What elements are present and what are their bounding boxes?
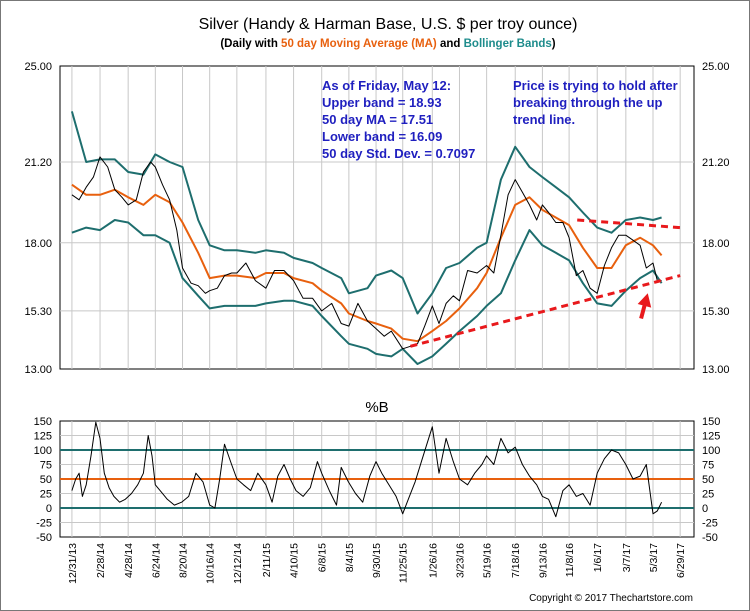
note-line-3: trend line. [513, 112, 575, 127]
percent-b-y-tick-right: 50 [702, 474, 714, 486]
chart-subtitle: (Daily with 50 day Moving Average (MA) a… [220, 38, 555, 50]
percent-b-y-tick-left: 25 [40, 489, 52, 501]
percent-b-y-tick-right: -50 [702, 532, 718, 544]
stats-line-2: Upper band = 18.93 [322, 95, 442, 110]
percent-b-y-tick-left: 75 [40, 460, 52, 472]
percent-b-y-tick-left: -25 [36, 518, 52, 530]
x-tick-label: 8/20/14 [178, 543, 190, 578]
upper-band-line [70, 111, 662, 315]
note-line-1: Price is trying to hold after [513, 78, 678, 93]
stats-line-3: 50 day MA = 17.51 [322, 112, 433, 127]
subtitle-bb-label: Bollinger Bands [464, 38, 552, 50]
percent-b-title: %B [365, 399, 388, 416]
subtitle-middle: and [437, 38, 464, 50]
stats-line-1: As of Friday, May 12: [322, 78, 451, 93]
price-y-tick-left: 21.20 [24, 157, 52, 169]
subtitle-ma-label: 50 day Moving Average (MA) [281, 38, 437, 50]
price-series-group [70, 111, 681, 365]
lower-band-line [71, 219, 663, 365]
subtitle-suffix: ) [552, 38, 556, 50]
price-y-tick-right: 21.20 [702, 157, 730, 169]
percent-b-y-tick-left: 150 [34, 416, 52, 428]
note-line-2: breaking through the up [513, 95, 663, 110]
upper-trend-line [577, 218, 681, 230]
price-y-tick-right: 15.30 [702, 306, 730, 318]
x-tick-label: 2/28/14 [95, 543, 107, 578]
stats-line-5: 50 day Std. Dev. = 0.7097 [322, 146, 475, 161]
price-y-tick-left: 13.00 [24, 364, 52, 376]
percent-b-y-axis-right: 150 125 100 75 50 25 0 -25 -50 [702, 416, 720, 544]
price-y-tick-left: 18.00 [24, 238, 52, 250]
percent-b-y-axis-left: 150 125 100 75 50 25 0 -25 -50 [34, 416, 52, 544]
x-tick-label: 9/13/16 [537, 543, 549, 578]
ma-line [71, 183, 663, 343]
percent-b-y-tick-right: 150 [702, 416, 720, 428]
x-tick-label: 6/8/15 [317, 543, 329, 572]
percent-b-y-tick-right: 25 [702, 489, 714, 501]
x-tick-label: 11/8/16 [564, 543, 576, 577]
price-y-tick-left: 15.30 [24, 306, 52, 318]
up-trend-line [409, 274, 681, 348]
x-tick-label: 6/24/14 [150, 543, 162, 578]
x-tick-label: 9/30/15 [371, 543, 383, 578]
x-tick-label: 4/28/14 [123, 543, 135, 578]
note-annotation: Price is trying to hold after breaking t… [513, 78, 678, 127]
percent-b-series-group [60, 421, 694, 518]
percent-b-y-tick-right: 0 [702, 503, 708, 515]
stats-annotation: As of Friday, May 12: Upper band = 18.93… [322, 78, 475, 161]
stats-line-4: Lower band = 16.09 [322, 129, 442, 144]
percent-b-y-tick-right: -25 [702, 518, 718, 530]
price-y-axis-left: 25.00 21.20 18.00 15.30 13.00 [24, 61, 52, 376]
price-line [71, 156, 662, 350]
x-tick-label: 8/4/15 [344, 543, 356, 572]
x-tick-label: 5/19/16 [482, 543, 494, 578]
percent-b-line [71, 421, 663, 518]
percent-b-y-tick-left: 100 [34, 445, 52, 457]
price-y-tick-left: 25.00 [24, 61, 52, 73]
x-tick-label: 3/7/17 [621, 543, 633, 572]
x-tick-label: 1/6/17 [592, 543, 604, 572]
x-tick-label: 11/25/15 [398, 543, 410, 583]
percent-b-y-tick-left: 0 [46, 503, 52, 515]
arrow-head [637, 293, 652, 308]
percent-b-y-tick-right: 75 [702, 460, 714, 472]
percent-b-y-tick-left: -50 [36, 532, 52, 544]
x-tick-label: 12/12/14 [232, 543, 244, 584]
copyright-text: Copyright © 2017 Thechartstore.com [529, 593, 693, 604]
x-axis-labels: 12/31/13 2/28/14 4/28/14 6/24/14 8/20/14 10/1… [67, 543, 687, 584]
price-y-tick-right: 18.00 [702, 238, 730, 250]
percent-b-y-tick-left: 50 [40, 474, 52, 486]
price-y-tick-right: 25.00 [702, 61, 730, 73]
x-tick-label: 1/26/16 [427, 543, 439, 578]
chart-title: Silver (Handy & Harman Base, U.S. $ per … [199, 16, 578, 33]
x-tick-label: 12/31/13 [67, 543, 79, 584]
percent-b-y-tick-right: 100 [702, 445, 720, 457]
price-y-tick-right: 13.00 [702, 364, 730, 376]
x-tick-label: 4/10/15 [289, 543, 301, 578]
x-tick-label: 10/16/14 [205, 543, 217, 584]
price-y-axis-right: 25.00 21.20 18.00 15.30 13.00 [702, 61, 730, 376]
percent-b-y-tick-right: 125 [702, 431, 720, 443]
subtitle-prefix: (Daily with [220, 38, 281, 50]
x-tick-label: 7/18/16 [510, 543, 522, 578]
x-tick-label: 5/3/17 [648, 543, 660, 572]
percent-b-y-tick-left: 125 [34, 431, 52, 443]
x-tick-label: 6/29/17 [675, 543, 687, 578]
x-tick-label: 3/23/16 [454, 543, 466, 578]
x-tick-label: 2/11/15 [261, 543, 273, 577]
price-grid [60, 66, 694, 369]
